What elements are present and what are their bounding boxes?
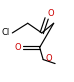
Text: Cl: Cl	[2, 28, 10, 37]
Text: O: O	[47, 9, 54, 18]
Text: O: O	[45, 54, 52, 63]
Text: O: O	[14, 43, 21, 52]
